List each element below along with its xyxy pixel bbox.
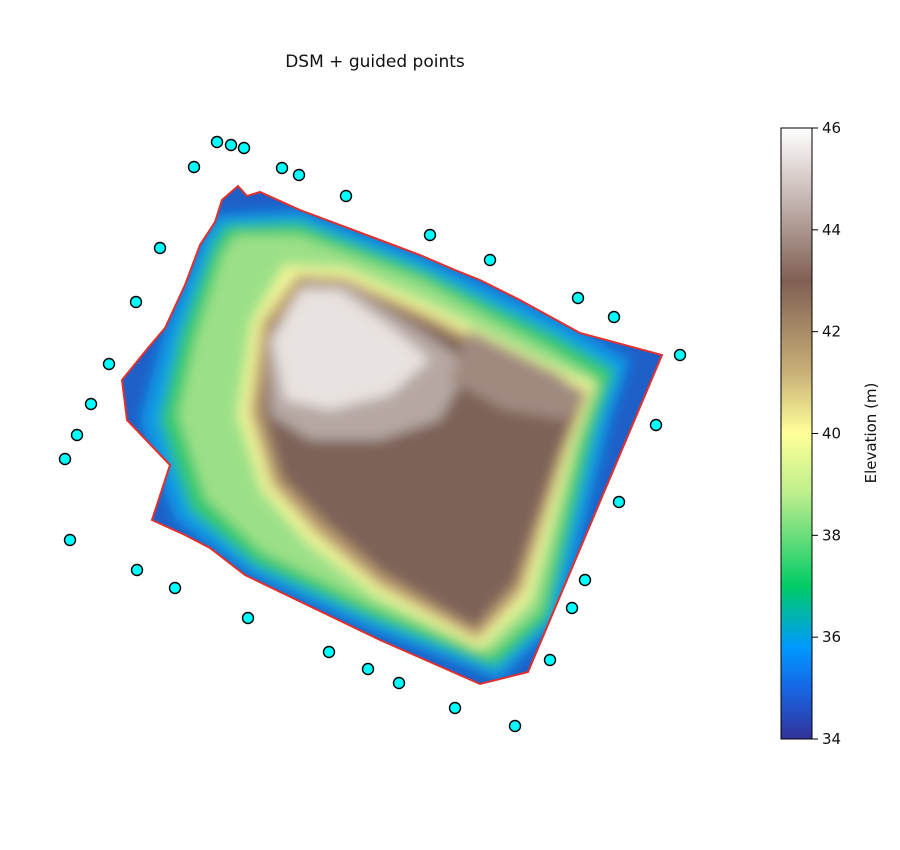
guided-point [210, 135, 224, 149]
colorbar-tick-label: 40 [822, 425, 841, 443]
colorbar-tick-label: 34 [822, 730, 841, 748]
guided-point [241, 611, 255, 625]
guided-point [84, 397, 98, 411]
guided-point [237, 141, 251, 155]
guided-point [673, 348, 687, 362]
guided-point [292, 168, 306, 182]
colorbar-gradient [780, 127, 813, 740]
guided-point [448, 701, 462, 715]
guided-point [361, 662, 375, 676]
guided-point [339, 189, 353, 203]
colorbar-tick-label: 44 [822, 221, 841, 239]
guided-point [168, 581, 182, 595]
guided-point [543, 653, 557, 667]
guided-point [275, 161, 289, 175]
colorbar: 34 36 38 40 42 44 46 Elevation (m) [780, 119, 880, 748]
guided-point [58, 452, 72, 466]
guided-points [58, 135, 687, 733]
guided-point [607, 310, 621, 324]
guided-point [392, 676, 406, 690]
guided-point [322, 645, 336, 659]
colorbar-ticks: 34 36 38 40 42 44 46 [812, 119, 841, 748]
guided-point [578, 573, 592, 587]
guided-point [612, 495, 626, 509]
guided-point [63, 533, 77, 547]
guided-point [187, 160, 201, 174]
guided-point [483, 253, 497, 267]
guided-point [70, 428, 84, 442]
guided-point [508, 719, 522, 733]
guided-point [571, 291, 585, 305]
guided-point [153, 241, 167, 255]
colorbar-tick-label: 46 [822, 119, 841, 137]
guided-point [649, 418, 663, 432]
guided-point [102, 357, 116, 371]
colorbar-label: Elevation (m) [862, 383, 880, 484]
colorbar-tick-label: 38 [822, 526, 841, 544]
colorbar-tick-label: 36 [822, 628, 841, 646]
guided-point [423, 228, 437, 242]
guided-point [565, 601, 579, 615]
guided-point [130, 563, 144, 577]
guided-point [224, 138, 238, 152]
guided-point [129, 295, 143, 309]
site-boundary [120, 184, 664, 686]
colorbar-tick-label: 42 [822, 323, 841, 341]
dsm-raster [122, 186, 662, 684]
chart-title: DSM + guided points [285, 52, 465, 72]
